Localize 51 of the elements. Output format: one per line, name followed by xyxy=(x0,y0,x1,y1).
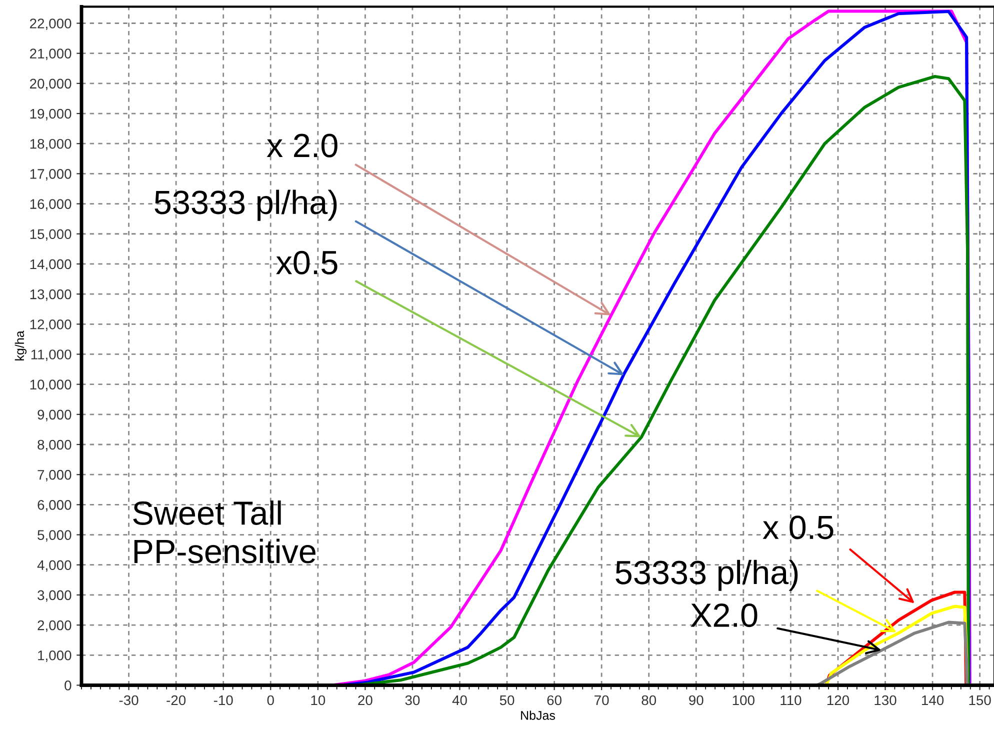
x-tick-label: 150 xyxy=(969,695,991,706)
y-tick-label: 1,000 xyxy=(38,650,72,662)
y-tick-label: 16,000 xyxy=(30,199,72,211)
y-tick-label: 17,000 xyxy=(30,169,72,181)
x-tick-label: -20 xyxy=(166,695,186,706)
y-tick-label: 5,000 xyxy=(38,530,72,542)
x-tick-label: 20 xyxy=(358,695,372,706)
x-tick-label: 70 xyxy=(594,695,609,706)
y-tick-label: 15,000 xyxy=(30,229,72,241)
annotation: Sweet Tall PP-sensitive xyxy=(133,500,316,564)
x-tick-label: 50 xyxy=(500,695,514,706)
x-tick-label: 100 xyxy=(732,695,754,706)
x-tick-label: -10 xyxy=(214,695,233,706)
y-tick-label: 0 xyxy=(64,680,72,690)
y-tick-label: 14,000 xyxy=(30,259,72,271)
y-tick-label: 9,000 xyxy=(38,410,72,422)
annotation: x 0.5 xyxy=(762,516,834,540)
y-tick-label: 8,000 xyxy=(38,440,72,452)
annotation: X2.0 xyxy=(690,603,758,628)
y-tick-label: 10,000 xyxy=(30,380,72,392)
annotation: x 2.0 xyxy=(266,134,338,158)
x-tick-label: 110 xyxy=(780,695,802,706)
x-tick-label: 90 xyxy=(689,695,704,706)
y-tick-label: 18,000 xyxy=(30,138,72,150)
y-tick-label: 20,000 xyxy=(30,78,72,90)
x-tick-label: 120 xyxy=(827,695,850,706)
annotation: x0.5 xyxy=(276,250,338,274)
y-tick-label: 7,000 xyxy=(38,470,72,482)
x-tick-label: 40 xyxy=(452,695,467,706)
x-tick-label: 30 xyxy=(405,695,420,706)
y-axis-title: kg/ha xyxy=(14,330,27,360)
x-axis-title: NbJas xyxy=(521,710,556,720)
annotation: 53333 pl/ha) xyxy=(616,560,798,591)
y-tick-label: 21,000 xyxy=(30,48,72,60)
annotation: 53333 pl/ha) xyxy=(154,190,337,221)
y-tick-label: 19,000 xyxy=(30,108,72,120)
x-tick-label: 140 xyxy=(922,695,944,706)
x-tick-label: 130 xyxy=(874,695,896,706)
x-tick-label: 60 xyxy=(547,695,562,706)
x-tick-label: 0 xyxy=(267,695,274,706)
x-tick-label: -30 xyxy=(119,695,138,706)
y-tick-label: 11,000 xyxy=(31,350,72,362)
y-tick-label: 12,000 xyxy=(30,319,72,331)
y-tick-label: 4,000 xyxy=(37,560,72,572)
y-tick-label: 13,000 xyxy=(30,289,72,301)
y-tick-label: 6,000 xyxy=(38,500,72,512)
y-tick-label: 3,000 xyxy=(38,590,72,602)
y-tick-label: 2,000 xyxy=(38,620,72,632)
x-tick-label: 10 xyxy=(311,695,326,706)
x-tick-label: 80 xyxy=(642,695,656,706)
y-tick-label: 22,000 xyxy=(30,18,72,30)
